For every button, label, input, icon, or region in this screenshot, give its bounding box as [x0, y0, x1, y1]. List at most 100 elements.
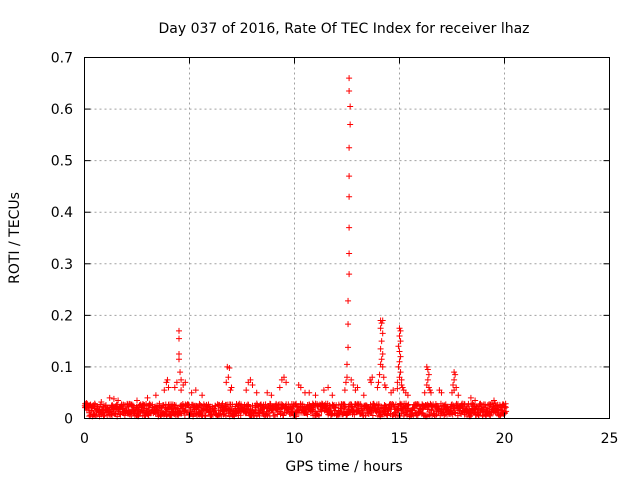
data-point — [350, 381, 357, 388]
band-point — [487, 412, 494, 419]
data-point — [378, 320, 385, 327]
band-point — [447, 410, 454, 417]
data-point — [368, 379, 375, 386]
data-point — [329, 392, 336, 399]
band-point — [357, 401, 364, 408]
data-point — [450, 381, 457, 388]
band-point — [101, 411, 108, 418]
y-axis-label: ROTI / TECUs — [7, 192, 23, 284]
band-point — [395, 406, 402, 413]
band-point — [88, 407, 95, 414]
data-point — [501, 405, 508, 412]
data-point — [488, 401, 495, 408]
data-point — [344, 361, 350, 368]
data-point — [396, 332, 403, 339]
data-point — [396, 325, 403, 332]
data-point — [354, 384, 361, 391]
data-point — [177, 369, 184, 376]
data-point — [276, 384, 283, 391]
data-point — [423, 363, 430, 370]
data-point — [346, 224, 353, 231]
data-point — [345, 297, 352, 304]
data-point — [425, 384, 432, 391]
data-point — [341, 387, 348, 394]
data-point — [395, 343, 402, 350]
x-tick-label: 5 — [185, 431, 194, 447]
data-point — [346, 75, 353, 82]
band-point — [428, 407, 435, 414]
y-tick-label: 0.4 — [51, 205, 73, 221]
data-point — [425, 371, 432, 378]
data-point — [376, 371, 383, 378]
data-point — [397, 353, 404, 360]
band-point — [222, 412, 229, 419]
data-point — [297, 384, 304, 391]
y-tick-label: 0.6 — [51, 102, 73, 118]
data-point — [378, 356, 385, 363]
band-point — [175, 412, 182, 419]
band-point — [197, 401, 204, 408]
band-point — [304, 411, 311, 418]
data-point — [161, 387, 168, 394]
data-point — [390, 387, 397, 394]
data-point — [182, 379, 189, 386]
data-point — [377, 345, 384, 352]
band-point — [229, 401, 236, 408]
band-point — [503, 408, 510, 415]
data-point — [134, 397, 140, 404]
band-point — [400, 412, 407, 419]
data-point — [395, 363, 402, 370]
data-point — [247, 376, 254, 383]
band-point — [428, 406, 435, 413]
data-point — [375, 379, 382, 386]
data-point — [455, 392, 462, 399]
data-point — [249, 381, 256, 388]
data-point — [281, 374, 287, 381]
band-point — [245, 401, 252, 408]
data-point — [374, 384, 381, 391]
band-point — [277, 408, 284, 415]
data-point — [110, 395, 117, 402]
data-point — [325, 384, 332, 391]
data-point — [283, 379, 290, 386]
data-point — [369, 374, 376, 381]
data-point — [404, 392, 411, 399]
data-point — [451, 376, 458, 383]
data-point — [306, 389, 313, 396]
band-point — [343, 412, 350, 419]
data-point — [394, 385, 401, 392]
data-point — [379, 363, 386, 370]
data-point — [396, 348, 403, 355]
data-point — [106, 394, 113, 401]
band-point — [333, 402, 340, 409]
data-point — [379, 330, 386, 337]
data-point — [452, 371, 459, 378]
data-point — [426, 387, 433, 394]
data-point — [223, 379, 230, 386]
data-point — [424, 366, 431, 373]
y-tick-label: 0.1 — [51, 360, 73, 376]
band-point — [156, 400, 163, 407]
data-point — [451, 369, 458, 376]
data-point — [346, 271, 353, 278]
data-points — [81, 75, 510, 420]
data-point — [472, 397, 479, 404]
data-point — [438, 389, 445, 396]
data-point — [243, 387, 250, 394]
data-point — [346, 173, 353, 180]
data-point — [199, 392, 206, 399]
data-point — [424, 376, 431, 383]
y-tick-label: 0.3 — [51, 257, 73, 273]
data-point — [176, 356, 182, 363]
data-point — [152, 392, 159, 399]
data-point — [378, 338, 385, 345]
y-tick-label: 0.5 — [51, 154, 73, 170]
x-tick-labels: 0 5 10 15 20 25 — [80, 431, 618, 447]
band-point — [292, 411, 299, 418]
band-point — [384, 412, 391, 419]
data-point — [397, 369, 404, 376]
band-point — [458, 410, 465, 417]
data-point — [320, 387, 327, 394]
data-point — [467, 394, 474, 401]
data-point — [394, 379, 401, 386]
